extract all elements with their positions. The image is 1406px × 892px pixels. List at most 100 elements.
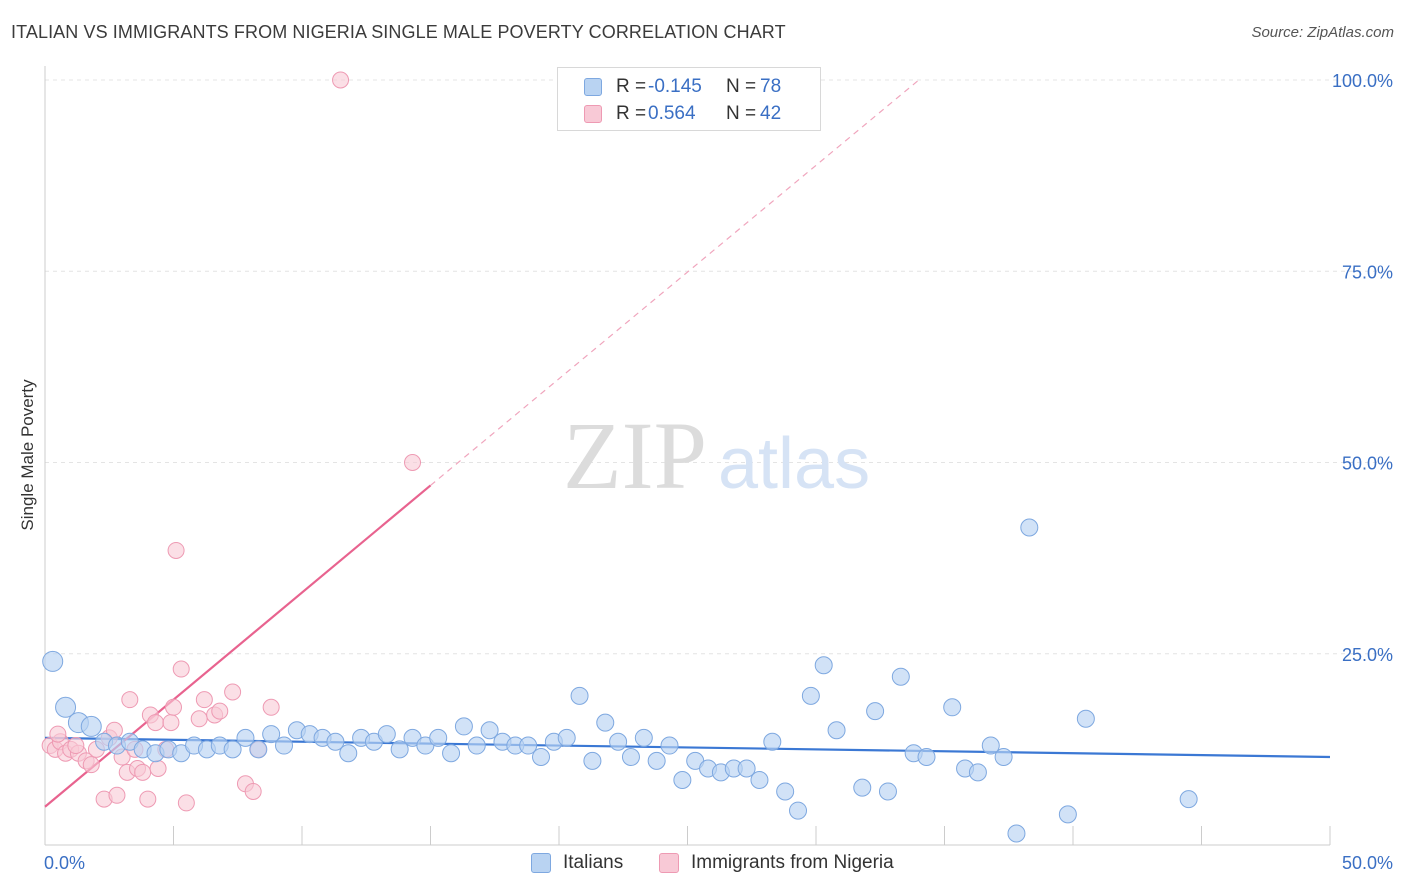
italians-point xyxy=(557,728,576,747)
legend-row-italians: R = -0.145 N = 78 xyxy=(584,75,781,99)
nigeria-point xyxy=(162,714,180,732)
stats-legend: R = -0.145 N = 78 R = 0.564 N = 42 xyxy=(557,67,821,131)
italians-point xyxy=(1007,824,1026,843)
nigeria-point xyxy=(108,786,126,804)
italians-point xyxy=(596,713,615,732)
italians-point xyxy=(621,748,640,767)
tick-labels: 25.0% 50.0% 75.0% 100.0% 0.0% 50.0% xyxy=(44,71,1393,873)
legend-item-nigeria: Immigrants from Nigeria xyxy=(659,852,894,874)
italians-point xyxy=(853,778,872,797)
italians-point xyxy=(532,748,551,767)
italians-point xyxy=(480,721,499,740)
x-tick-label: 50.0% xyxy=(1342,853,1393,873)
nigeria-point xyxy=(134,763,152,781)
nigeria-swatch xyxy=(584,105,602,123)
italians-point xyxy=(377,725,396,744)
watermark: ZIP atlas xyxy=(563,402,870,509)
watermark-atlas: atlas xyxy=(718,424,870,504)
nigeria-point xyxy=(190,710,208,728)
italians-point xyxy=(866,702,885,721)
nigeria-point xyxy=(404,454,422,471)
nigeria-point xyxy=(211,702,229,720)
italians-point xyxy=(429,728,448,747)
nigeria-point xyxy=(121,691,139,709)
y-tick-label: 25.0% xyxy=(1342,645,1393,665)
legend-item-italians: Italians xyxy=(531,852,623,874)
italians-point xyxy=(275,736,294,755)
nigeria-point xyxy=(167,541,185,559)
italians-legend-label: Italians xyxy=(563,852,624,873)
italians-point xyxy=(660,736,679,755)
italians-r-value: -0.145 xyxy=(648,76,702,97)
nigeria-point xyxy=(244,782,262,800)
italians-point xyxy=(891,667,910,686)
italians-point xyxy=(467,736,486,755)
nigeria-legend-swatch xyxy=(659,853,679,873)
italians-n-value: 78 xyxy=(760,76,782,97)
italians-point xyxy=(981,736,1000,755)
italians-point xyxy=(994,748,1013,767)
nigeria-legend-label: Immigrants from Nigeria xyxy=(691,852,894,873)
nigeria-point xyxy=(262,698,280,716)
nigeria-n-value: 42 xyxy=(760,103,782,124)
nigeria-point xyxy=(172,660,190,678)
italians-point xyxy=(1179,790,1198,809)
italians-point xyxy=(390,740,409,759)
nigeria-point xyxy=(332,71,350,89)
italians-point xyxy=(1020,518,1039,537)
nigeria-trendline-extension xyxy=(430,79,920,486)
italians-point xyxy=(262,725,281,744)
nigeria-point xyxy=(195,691,213,709)
nigeria-point xyxy=(139,790,157,808)
legend-row-nigeria: R = 0.564 N = 42 xyxy=(584,102,781,126)
nigeria-point xyxy=(149,760,167,777)
italians-point xyxy=(776,782,795,801)
italians-point xyxy=(570,686,589,705)
y-axis-label: Single Male Poverty xyxy=(18,379,37,531)
italians-point xyxy=(583,751,602,770)
italians-point xyxy=(647,751,666,770)
italians-point xyxy=(750,770,769,789)
italians-point xyxy=(442,744,461,763)
italians-point xyxy=(249,740,268,759)
italians-point xyxy=(1058,805,1077,824)
nigeria-point xyxy=(177,794,195,812)
italians-point xyxy=(789,801,808,820)
nigeria-point xyxy=(165,698,182,716)
nigeria-point xyxy=(49,725,67,743)
italians-point xyxy=(878,782,897,801)
nigeria-trendline xyxy=(44,484,432,808)
nigeria-point xyxy=(224,683,242,701)
italians-point xyxy=(801,686,820,705)
n-label: N = xyxy=(726,76,757,97)
italians-point xyxy=(326,732,345,751)
y-tick-label: 50.0% xyxy=(1342,454,1393,474)
italians-point xyxy=(236,728,255,747)
y-tick-label: 75.0% xyxy=(1342,262,1393,282)
italians-point xyxy=(917,748,936,767)
italians-point xyxy=(55,696,77,718)
source-label: Source: ZipAtlas.com xyxy=(1251,24,1394,41)
italians-point xyxy=(80,715,102,737)
x-tick-label: 0.0% xyxy=(44,853,85,873)
y-tick-label: 100.0% xyxy=(1332,71,1393,91)
italians-point xyxy=(1076,709,1095,728)
italians-swatch xyxy=(584,78,602,96)
r-label: R = xyxy=(616,103,647,124)
grid-lines xyxy=(45,79,1392,655)
italians-point xyxy=(737,759,756,778)
italians-point xyxy=(519,736,538,755)
nigeria-point xyxy=(147,714,165,732)
nigeria-r-value: 0.564 xyxy=(648,103,696,124)
n-label: N = xyxy=(726,103,757,124)
italians-point xyxy=(223,740,242,759)
italians-point xyxy=(454,717,473,736)
italians-point xyxy=(827,721,846,740)
italians-legend-swatch xyxy=(531,853,551,873)
series-legend: Italians Immigrants from Nigeria xyxy=(0,852,1406,876)
chart-title: ITALIAN VS IMMIGRANTS FROM NIGERIA SINGL… xyxy=(11,22,786,42)
nigeria-point xyxy=(67,737,85,755)
italians-point xyxy=(609,732,628,751)
italians-point xyxy=(968,763,987,782)
